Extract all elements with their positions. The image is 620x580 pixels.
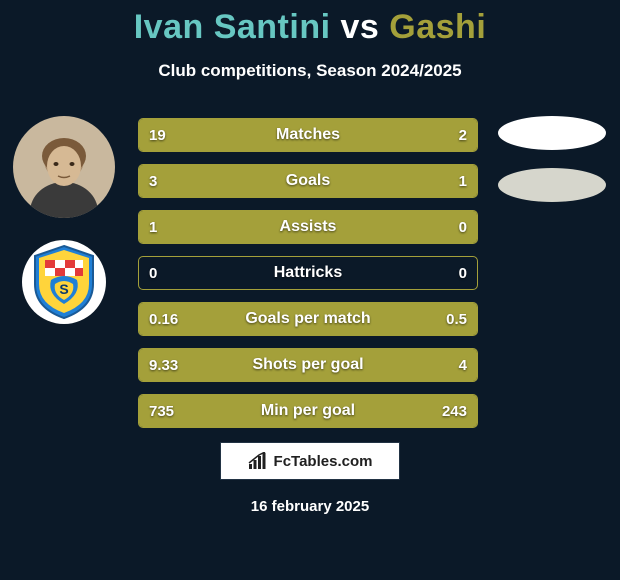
- player1-club-crest: S: [22, 240, 106, 324]
- right-column: [496, 116, 608, 220]
- stat-label: Assists: [139, 211, 477, 243]
- stat-row: 31Goals: [138, 164, 478, 198]
- stat-row: 0.160.5Goals per match: [138, 302, 478, 336]
- stat-label: Goals per match: [139, 303, 477, 335]
- svg-text:S: S: [59, 281, 68, 297]
- fctables-logo-icon: [248, 452, 268, 470]
- stat-label: Hattricks: [139, 257, 477, 289]
- subtitle: Club competitions, Season 2024/2025: [0, 61, 620, 81]
- stat-label: Goals: [139, 165, 477, 197]
- player2-placeholder-1: [498, 116, 606, 150]
- stat-row: 192Matches: [138, 118, 478, 152]
- stat-row: 00Hattricks: [138, 256, 478, 290]
- stat-row: 735243Min per goal: [138, 394, 478, 428]
- comparison-title: Ivan Santini vs Gashi: [0, 0, 620, 47]
- stat-row: 9.334Shots per goal: [138, 348, 478, 382]
- stat-label: Matches: [139, 119, 477, 151]
- date-text: 16 february 2025: [0, 498, 620, 515]
- stats-bars: 192Matches 31Goals 10Assists 00Hattricks 0.1…: [138, 118, 478, 440]
- left-column: S: [8, 116, 120, 324]
- source-badge: FcTables.com: [220, 442, 400, 480]
- vs-text: vs: [341, 8, 380, 46]
- player1-avatar: [13, 116, 115, 218]
- source-badge-text: FcTables.com: [274, 453, 373, 470]
- player2-placeholder-2: [498, 168, 606, 202]
- stat-label: Shots per goal: [139, 349, 477, 381]
- player2-name: Gashi: [389, 8, 486, 46]
- avatar-placeholder-icon: [13, 116, 115, 218]
- stat-label: Min per goal: [139, 395, 477, 427]
- stat-row: 10Assists: [138, 210, 478, 244]
- club-shield-icon: S: [31, 244, 97, 320]
- player1-name: Ivan Santini: [134, 8, 331, 46]
